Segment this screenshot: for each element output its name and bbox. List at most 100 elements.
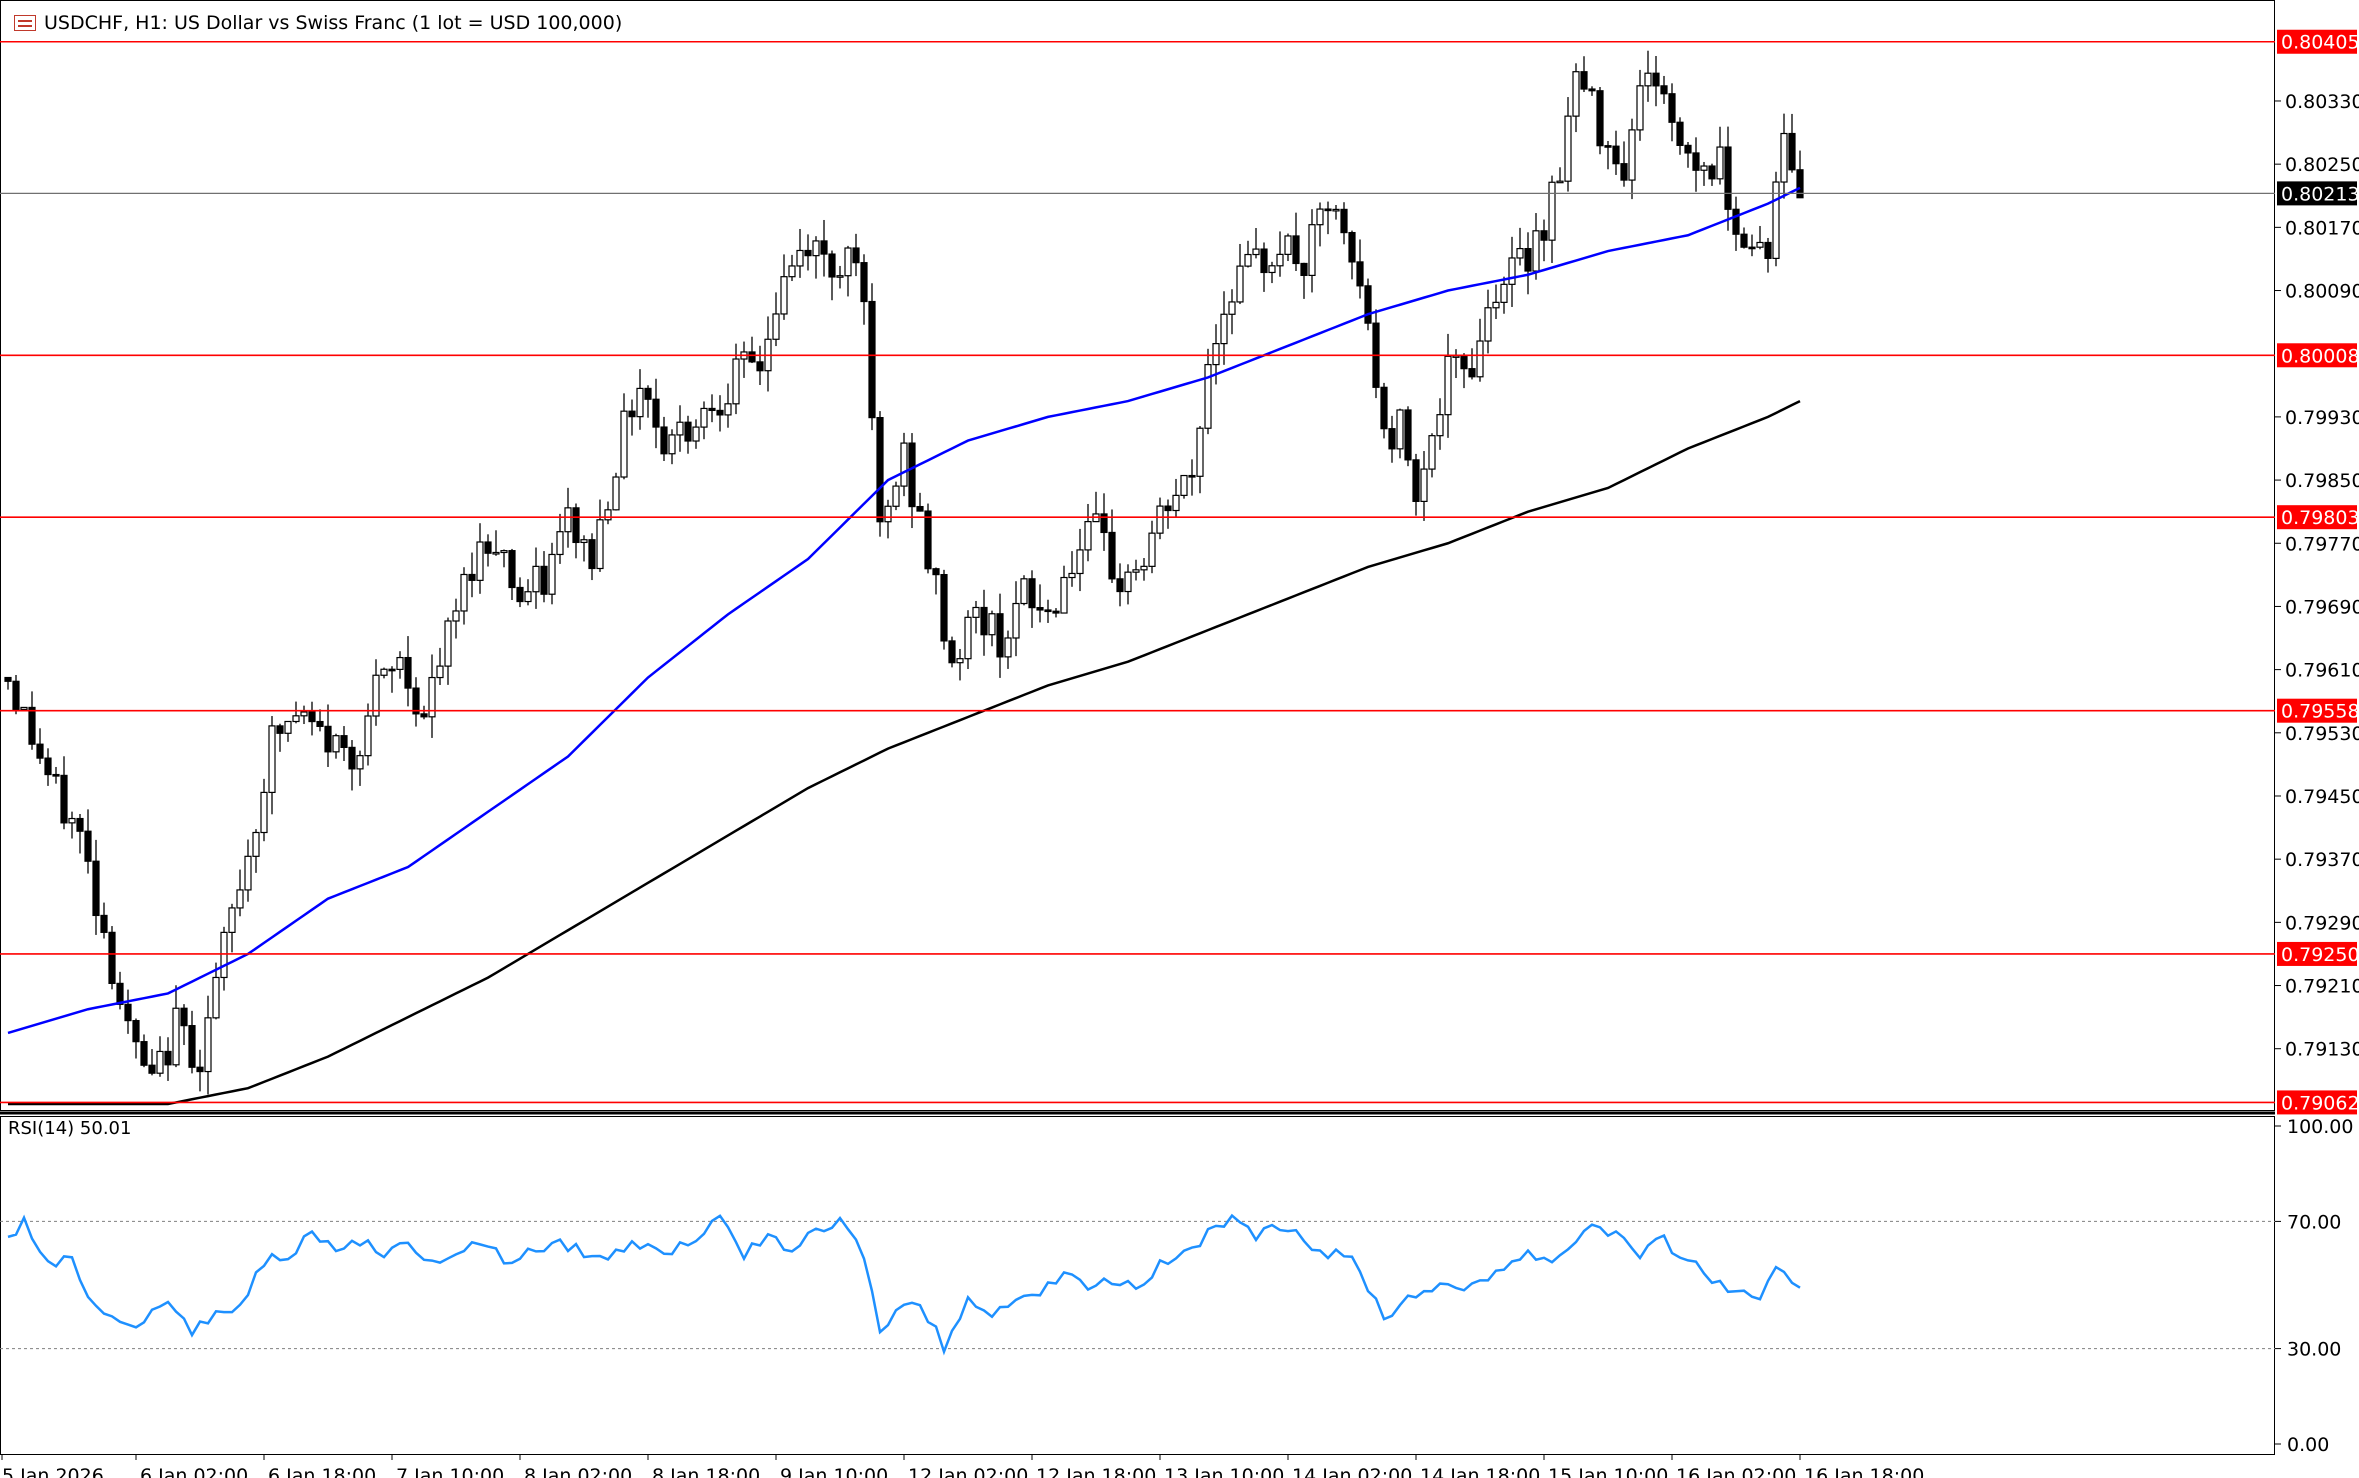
candle (692, 419, 700, 449)
candle (348, 740, 356, 791)
candle-body (1268, 265, 1276, 274)
candle (780, 254, 788, 320)
candle (236, 869, 244, 917)
candle (68, 811, 76, 839)
candle (1596, 87, 1604, 155)
candle-body (1052, 610, 1060, 614)
candle-body (308, 711, 316, 723)
candle (532, 547, 540, 609)
candle (436, 647, 444, 686)
candle (1532, 213, 1540, 280)
candle (524, 579, 532, 606)
candle-body (1756, 241, 1764, 248)
candle-body (804, 249, 812, 257)
candle-body (60, 774, 68, 824)
candle (588, 533, 596, 581)
candle (52, 766, 60, 784)
candle (580, 535, 588, 562)
candle (1140, 558, 1148, 581)
candle-body (36, 743, 44, 759)
candle (20, 706, 28, 711)
candle-body (156, 1050, 164, 1074)
candle-body (1164, 505, 1172, 512)
symbol-window-icon (14, 15, 36, 31)
candle (140, 1034, 148, 1068)
candle (548, 542, 556, 605)
candle-body (724, 403, 732, 416)
candle (1268, 261, 1276, 284)
candle (996, 593, 1004, 678)
candle (820, 219, 828, 277)
candle (964, 610, 972, 670)
candle-body (1420, 468, 1428, 502)
price-tick-label: 0.79290 (2285, 912, 2359, 934)
candle-body (388, 668, 396, 672)
candle (668, 429, 676, 465)
candle (396, 651, 404, 679)
rsi-title: RSI(14) 50.01 (8, 1118, 132, 1139)
candle-body (444, 620, 452, 667)
candle-body (652, 398, 660, 428)
candle-body (612, 476, 620, 511)
candle-body (1140, 565, 1148, 571)
candle-body (1012, 602, 1020, 639)
candle (860, 254, 868, 325)
price-tick-label: 0.79450 (2285, 786, 2359, 808)
candle-body (940, 574, 948, 642)
candle-body (1084, 521, 1092, 551)
candle-body (1524, 247, 1532, 272)
candle (740, 341, 748, 378)
candle-body (140, 1041, 148, 1066)
candle (28, 691, 36, 750)
candle-body (4, 676, 12, 682)
candle-body (1196, 427, 1204, 477)
candle (1692, 137, 1700, 192)
candle-body (620, 410, 628, 478)
candle (772, 292, 780, 347)
candle (1756, 225, 1764, 250)
candle (1292, 212, 1300, 271)
candle (1612, 130, 1620, 175)
candle-body (1076, 549, 1084, 575)
candle (308, 701, 316, 736)
candle (764, 316, 772, 392)
candle (1540, 219, 1548, 262)
candle (164, 1037, 172, 1081)
price-tick-label: 0.79370 (2285, 849, 2359, 871)
candle (356, 750, 364, 786)
level-label-bg (2277, 505, 2357, 530)
candle-body (1604, 145, 1612, 148)
candle (1236, 243, 1244, 305)
candle-body (1044, 609, 1052, 613)
candle-body (92, 860, 100, 917)
candle (924, 503, 932, 574)
candle (852, 233, 860, 277)
candle-body (1244, 253, 1252, 267)
candle-body (484, 541, 492, 554)
candle-body (452, 610, 460, 622)
candle (92, 839, 100, 935)
candle (868, 283, 876, 431)
candle (652, 378, 660, 449)
candle-body (604, 509, 612, 521)
candle-body (684, 421, 692, 442)
candle-body (772, 313, 780, 340)
candle-body (1212, 343, 1220, 366)
candle-body (668, 434, 676, 455)
candle (660, 416, 668, 461)
candle (1276, 231, 1284, 277)
candle (268, 716, 276, 815)
price-tick-label: 0.80250 (2285, 154, 2359, 176)
candle-body (1404, 409, 1412, 461)
candle (1476, 318, 1484, 382)
candle (1036, 584, 1044, 623)
candle-body (892, 485, 900, 507)
candle-body (1028, 578, 1036, 609)
candle-body (76, 817, 84, 832)
candle-body (924, 510, 932, 570)
candle (1220, 291, 1228, 365)
candle-body (1492, 301, 1500, 309)
chart-title-bar: USDCHF, H1: US Dollar vs Swiss Franc (1 … (14, 10, 622, 36)
candle-body (1292, 235, 1300, 265)
